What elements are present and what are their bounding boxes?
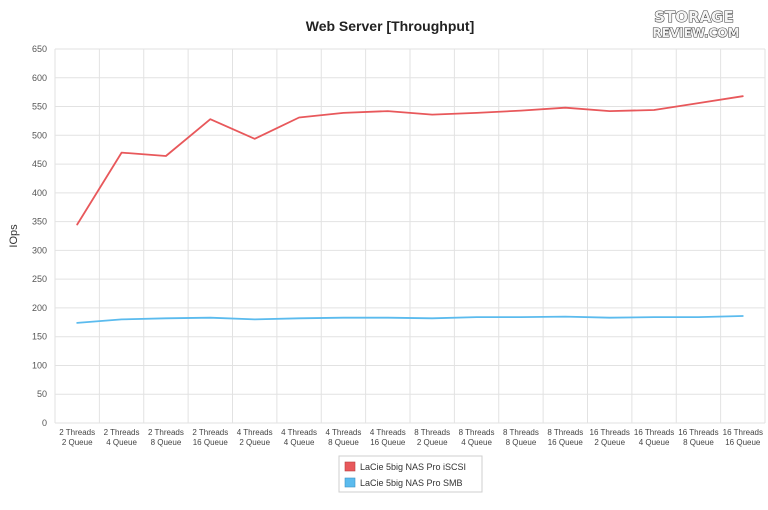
x-tick-label: 16 Threads 2 Queue bbox=[590, 428, 630, 447]
y-tick-label: 400 bbox=[32, 188, 47, 198]
x-tick-label: 16 Threads 4 Queue bbox=[634, 428, 674, 447]
legend-swatch-smb bbox=[344, 477, 356, 488]
x-tick-label: 4 Threads 2 Queue bbox=[237, 428, 273, 447]
x-axis-ticks: 2 Threads 2 Queue 2 Threads 4 Queue 2 Thread… bbox=[59, 428, 763, 447]
x-tick-label: 8 Threads 8 Queue bbox=[503, 428, 539, 447]
y-tick-label: 100 bbox=[32, 360, 47, 370]
y-tick-label: 300 bbox=[32, 245, 47, 255]
y-tick-label: 250 bbox=[32, 274, 47, 284]
chart-title: Web Server [Throughput] bbox=[306, 18, 475, 34]
series-lines bbox=[76, 95, 744, 324]
x-tick-label: 2 Threads 16 Queue bbox=[192, 428, 228, 447]
grid bbox=[54, 48, 766, 424]
y-tick-label: 550 bbox=[32, 102, 47, 112]
x-tick-label: 4 Threads 16 Queue bbox=[370, 428, 406, 447]
legend-swatch-iscsi bbox=[344, 461, 356, 472]
series-line-smb bbox=[76, 315, 744, 324]
storagereview-logo: STORAGE REVIEW.COM bbox=[652, 7, 740, 40]
x-tick-label: 2 Threads 2 Queue bbox=[59, 428, 95, 447]
y-tick-label: 650 bbox=[32, 44, 47, 54]
x-tick-label: 2 Threads 8 Queue bbox=[148, 428, 184, 447]
y-tick-label: 0 bbox=[42, 418, 47, 428]
y-axis-label: IOps bbox=[8, 224, 20, 248]
x-tick-label: 8 Threads 2 Queue bbox=[414, 428, 450, 447]
legend-label-iscsi: LaCie 5big NAS Pro iSCSI bbox=[360, 462, 466, 472]
logo-line-1: STORAGE bbox=[654, 8, 734, 26]
y-tick-label: 450 bbox=[32, 159, 47, 169]
x-tick-label: 2 Threads 4 Queue bbox=[104, 428, 140, 447]
y-tick-label: 50 bbox=[37, 389, 47, 399]
x-tick-label: 8 Threads 4 Queue bbox=[459, 428, 495, 447]
legend-label-smb: LaCie 5big NAS Pro SMB bbox=[360, 478, 463, 488]
y-tick-label: 350 bbox=[32, 217, 47, 227]
y-tick-label: 200 bbox=[32, 303, 47, 313]
x-tick-label: 16 Threads 8 Queue bbox=[678, 428, 718, 447]
x-tick-label: 16 Threads 16 Queue bbox=[723, 428, 763, 447]
legend: LaCie 5big NAS Pro iSCSI LaCie 5big NAS … bbox=[338, 455, 483, 493]
y-tick-label: 500 bbox=[32, 130, 47, 140]
x-tick-label: 4 Threads 8 Queue bbox=[326, 428, 362, 447]
y-tick-label: 150 bbox=[32, 332, 47, 342]
logo-line-2: REVIEW.COM bbox=[652, 26, 739, 40]
legend-box bbox=[338, 455, 483, 493]
y-axis-ticks: 0 50 100 150 200 250 300 350 400 450 500 550 600 650 bbox=[32, 44, 47, 428]
series-line-iscsi bbox=[76, 95, 744, 226]
x-tick-label: 4 Threads 4 Queue bbox=[281, 428, 317, 447]
y-tick-label: 600 bbox=[32, 73, 47, 83]
x-tick-label: 8 Threads 16 Queue bbox=[547, 428, 583, 447]
